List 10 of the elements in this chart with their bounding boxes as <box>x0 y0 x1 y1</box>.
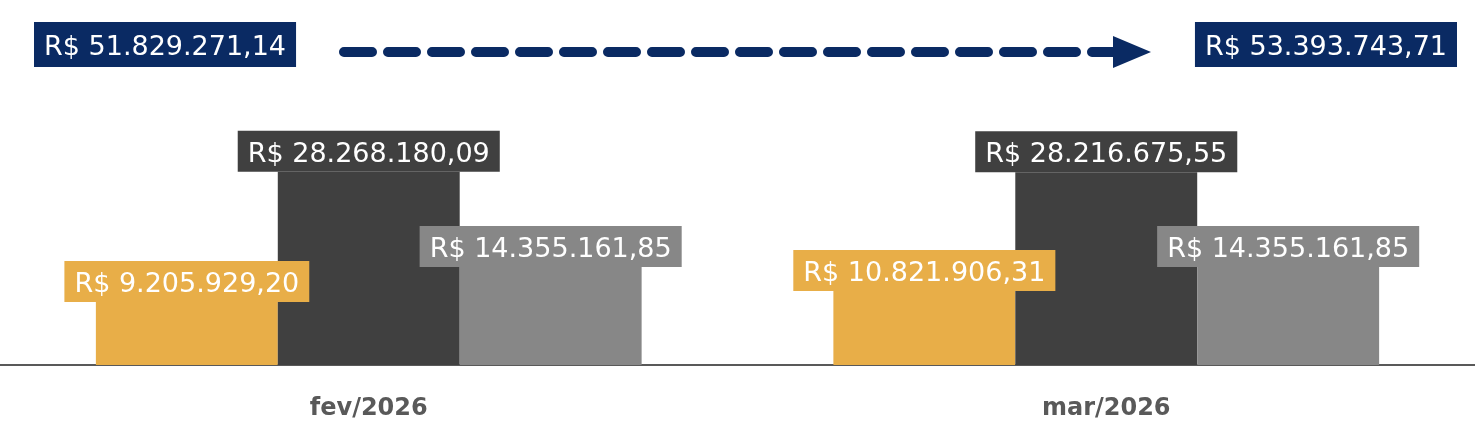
x-tick-label: mar/2026 <box>1041 393 1171 421</box>
data-label: R$ 14.355.161,85 <box>1167 231 1410 263</box>
text: R$ 51.829.271,14 <box>44 30 287 61</box>
text: R$ 53.393.743,71 <box>1204 30 1448 61</box>
data-label: R$ 9.205.929,20 <box>74 267 300 299</box>
data-label: R$ 14.355.161,85 <box>429 231 672 263</box>
x-tick-label: fev/2026 <box>309 393 428 421</box>
data-label: R$ 28.216.675,55 <box>985 137 1228 169</box>
data-label: R$ 28.268.180,09 <box>247 136 490 168</box>
data-label: R$ 10.821.906,31 <box>803 256 1046 288</box>
